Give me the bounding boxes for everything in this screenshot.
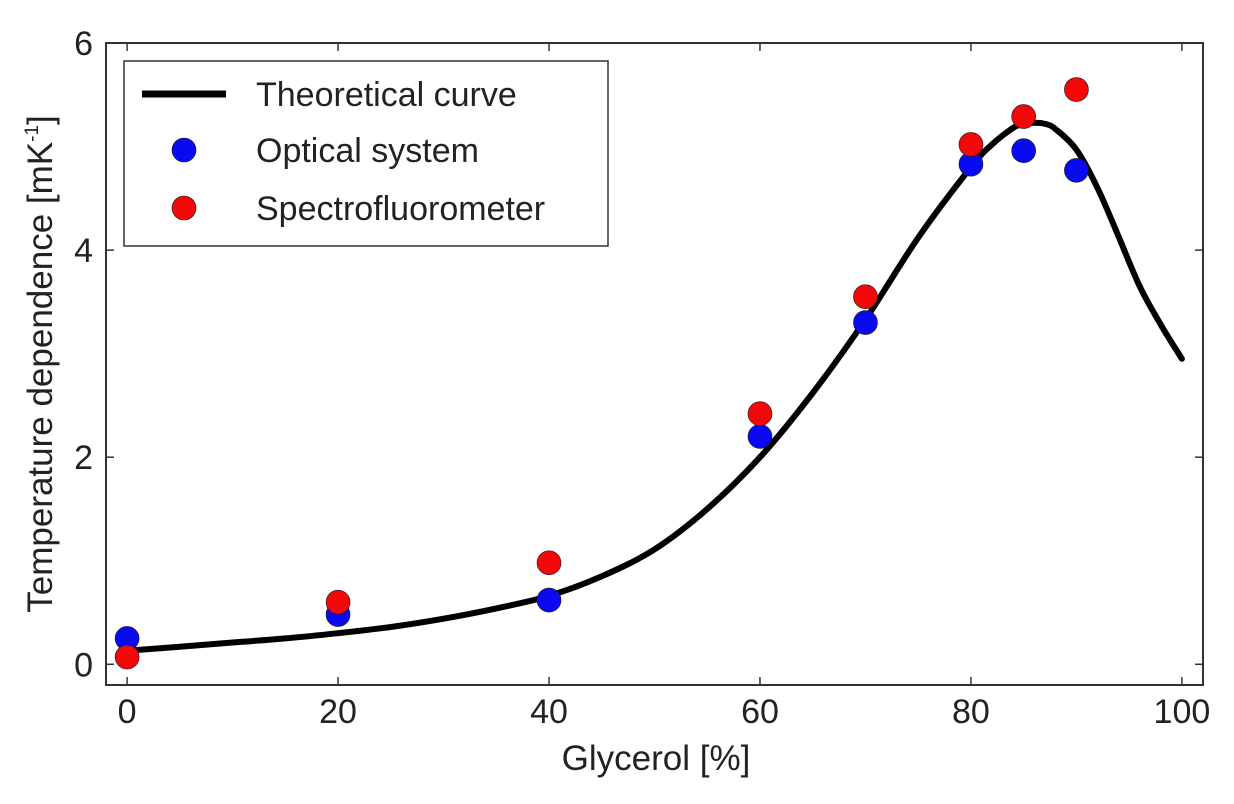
spectrofluorometer-point: [747, 401, 773, 427]
y-tick-label: 6: [74, 25, 93, 63]
spectrofluorometer-point: [536, 550, 562, 576]
y-axis-label: Temperature dependence [mK-1]: [21, 115, 60, 612]
y-axis-label-close: ]: [21, 115, 60, 125]
spectrofluorometer-point: [853, 284, 878, 309]
y-tick-label: 4: [74, 232, 93, 270]
optical-system-point: [853, 310, 878, 335]
legend-label-spectrofluorometer: Spectrofluorometer: [256, 190, 545, 228]
optical-system-point: [747, 424, 773, 449]
x-tick-label: 60: [741, 693, 779, 731]
x-tick-label: 0: [118, 693, 137, 731]
y-tick-label: 2: [74, 439, 93, 477]
legend-label-optical-system: Optical system: [256, 132, 479, 170]
spectrofluorometer-point: [325, 589, 351, 615]
spectrofluorometer-point: [114, 644, 140, 670]
x-tick-label: 80: [952, 693, 990, 731]
ticks: 0 20 40 60 80 100 0 2 4 6: [74, 25, 1210, 731]
x-axis-label: Glycerol [%]: [562, 739, 751, 778]
x-tick-label: 20: [319, 693, 357, 731]
legend-swatch-spectrofluorometer: [171, 195, 197, 221]
data-points-layer: [114, 77, 1089, 670]
spectrofluorometer-point: [1064, 77, 1089, 102]
legend-label-theoretical-curve: Theoretical curve: [256, 76, 517, 114]
spectrofluorometer-point: [958, 132, 984, 157]
x-tick-label: 40: [530, 693, 568, 731]
y-axis-label-main: Temperature dependence [mK: [21, 142, 60, 613]
spectrofluorometer-point: [1011, 104, 1036, 129]
optical-system-point: [536, 587, 562, 613]
optical-system-point: [1011, 138, 1036, 163]
legend-swatch-optical-system: [171, 137, 197, 163]
legend: Theoretical curve Optical system Spectro…: [123, 60, 609, 247]
optical-system-point: [1064, 158, 1089, 183]
y-tick-label: 0: [74, 646, 93, 684]
x-tick-label: 100: [1154, 693, 1211, 731]
y-axis-label-superscript: -1: [22, 125, 43, 142]
